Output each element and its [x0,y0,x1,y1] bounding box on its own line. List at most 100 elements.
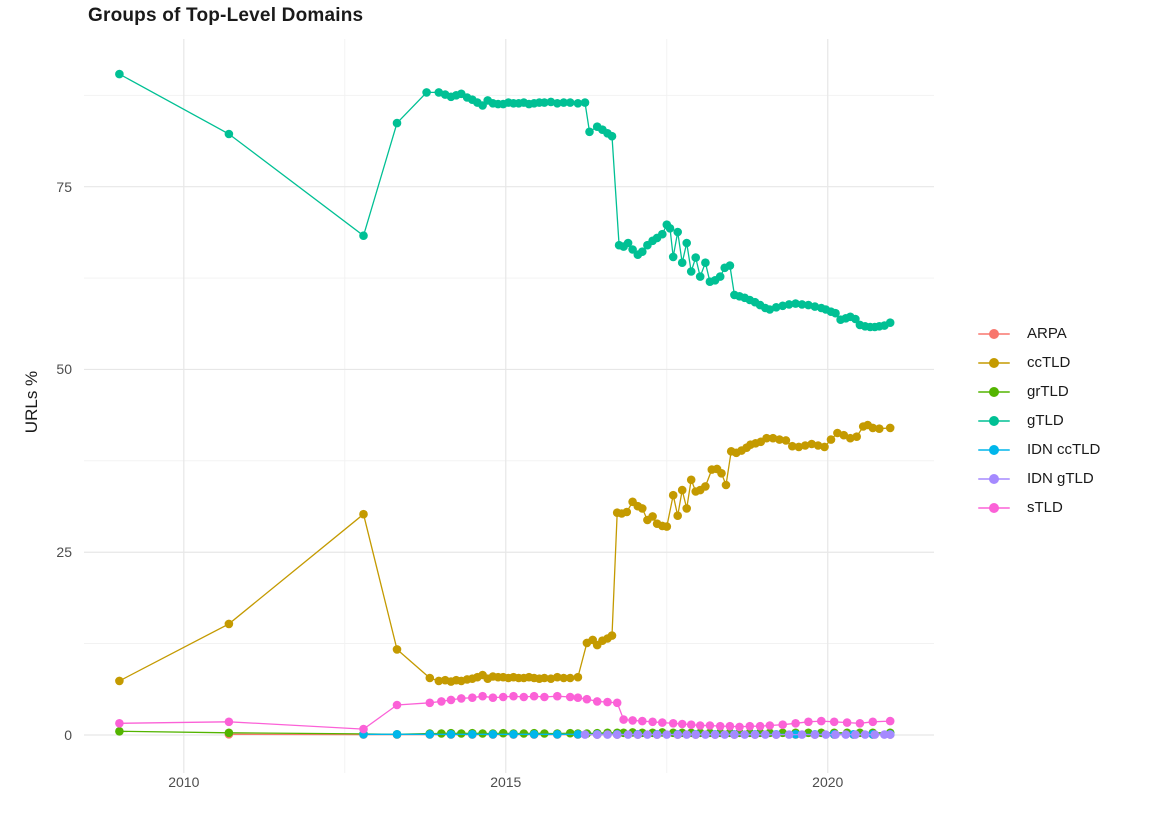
data-point [705,721,715,730]
data-point [800,441,810,450]
data-point [565,98,575,107]
data-point [720,730,729,739]
data-point [851,314,860,324]
y-tick-label: 75 [56,178,72,195]
data-point [778,720,787,729]
data-point [468,730,477,739]
legend-key-icon [978,443,1010,457]
data-point [771,730,781,739]
data-point [662,522,672,531]
data-point [715,272,725,281]
data-point [392,730,402,739]
legend-label: gTLD [1027,412,1064,429]
data-point [437,697,446,706]
data-point [695,721,705,730]
data-point [519,692,529,702]
data-point [628,716,637,725]
data-point [797,300,807,309]
data-point [488,693,498,702]
data-point [673,227,682,237]
data-point [870,730,880,739]
data-point [677,719,687,729]
data-point [478,691,487,701]
data-point [691,730,700,739]
data-point [682,238,691,248]
data-point [115,719,124,728]
data-point [573,99,583,108]
data-point [603,730,612,739]
data-point [540,729,549,738]
data-point [677,485,687,495]
data-point [457,694,466,703]
legend-item-idn-gtld: IDN gTLD [978,464,1100,493]
legend: ARPA ccTLD grTLD gTLD IDN ccTLD IDN gTLD… [978,319,1100,522]
data-point [622,507,632,517]
data-point [607,131,617,141]
data-point [725,261,735,270]
data-point [797,730,807,739]
data-point [638,504,647,513]
data-point [794,442,804,452]
data-point [619,715,628,724]
data-point [740,730,749,739]
data-point [831,308,840,318]
data-point [648,717,657,727]
data-point [519,729,529,738]
data-point [701,730,710,739]
data-point [565,692,575,702]
data-point [695,272,705,281]
data-point [810,730,820,739]
data-point [821,730,831,739]
legend-label: IDN ccTLD [1027,441,1101,458]
data-point [565,673,575,683]
data-point [725,721,735,731]
data-point [392,700,402,710]
data-point [580,98,590,107]
data-point [831,730,840,739]
chart-title: Groups of Top-Level Domains [88,5,364,26]
data-point [425,730,435,739]
data-point [603,697,612,707]
data-point [868,423,878,433]
data-point [686,720,696,729]
data-point [673,511,682,520]
data-point [529,691,539,701]
data-point [224,717,234,727]
data-point [839,430,849,440]
data-point [553,99,562,108]
data-point [791,299,800,308]
data-point [457,729,466,738]
data-point [829,717,839,727]
data-point [715,721,725,731]
data-point [885,423,895,433]
data-point [658,718,667,727]
data-point [553,730,562,739]
data-point [224,129,234,139]
legend-label: sTLD [1027,499,1063,516]
data-point [852,432,861,442]
legend-label: grTLD [1027,383,1069,400]
data-point [686,267,696,276]
data-point [580,730,590,739]
legend-label: IDN gTLD [1027,470,1094,487]
data-point [668,490,678,500]
data-point [546,97,556,107]
data-point [529,730,539,739]
x-tick-label: 2010 [168,774,200,790]
data-point [437,729,446,738]
data-point [540,692,549,702]
data-point [668,252,678,262]
data-point [820,442,829,452]
data-point [677,258,687,268]
series-gtld [115,69,895,332]
data-point [673,730,682,739]
data-point [468,693,477,702]
data-point [765,721,775,730]
data-point [559,673,568,683]
series-idn-gtld [580,730,895,739]
data-point [115,727,124,736]
data-point [553,691,562,701]
legend-item-gtld: gTLD [978,406,1100,435]
data-point [434,676,444,686]
